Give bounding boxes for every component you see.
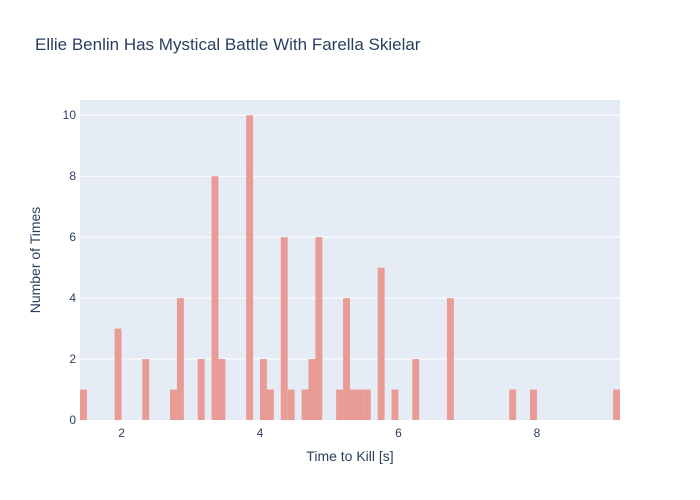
histogram-bar [308, 359, 316, 420]
y-tick-label: 4 [69, 291, 76, 305]
y-tick-label: 10 [63, 108, 77, 122]
y-axis-title: Number of Times [27, 207, 43, 314]
histogram-bar [176, 298, 184, 420]
y-tick-label: 0 [69, 413, 76, 427]
x-tick-label: 4 [257, 426, 264, 440]
histogram-bar [246, 115, 254, 420]
histogram-bar [530, 389, 537, 420]
histogram-bar [287, 389, 295, 420]
histogram-bar [350, 389, 357, 420]
x-tick-label: 8 [534, 426, 541, 440]
histogram-bar [391, 389, 399, 420]
histogram-bar [446, 298, 454, 420]
y-tick-label: 8 [69, 169, 76, 183]
x-axis-ticks: 2 4 6 8 [118, 426, 540, 440]
histogram-bar [356, 389, 364, 420]
histogram-bar [336, 389, 344, 420]
histogram-bar [170, 389, 177, 420]
y-tick-label: 6 [69, 230, 76, 244]
histogram-bar [142, 359, 150, 420]
histogram-bar [301, 389, 309, 420]
histogram-bar [218, 359, 226, 420]
histogram-bar [363, 389, 371, 420]
histogram-bar [260, 359, 267, 420]
histogram-bar [315, 237, 323, 420]
histogram-bar [114, 328, 122, 420]
chart-title: Ellie Benlin Has Mystical Battle With Fa… [35, 35, 421, 54]
histogram-bar [412, 359, 420, 420]
bars [80, 115, 620, 420]
histogram-bar [197, 359, 205, 420]
histogram-bar [377, 267, 385, 420]
histogram-bar [211, 176, 219, 420]
histogram-bar [509, 389, 517, 420]
x-tick-label: 6 [395, 426, 402, 440]
y-tick-label: 2 [69, 352, 76, 366]
x-axis-title: Time to Kill [s] [306, 448, 393, 464]
x-tick-label: 2 [118, 426, 125, 440]
histogram-bar [80, 389, 87, 420]
histogram-bar [280, 237, 288, 420]
histogram-bar [343, 298, 350, 420]
histogram-bar [266, 389, 274, 420]
histogram-bar [613, 389, 620, 420]
y-axis-ticks: 0 2 4 6 8 10 [63, 108, 77, 427]
